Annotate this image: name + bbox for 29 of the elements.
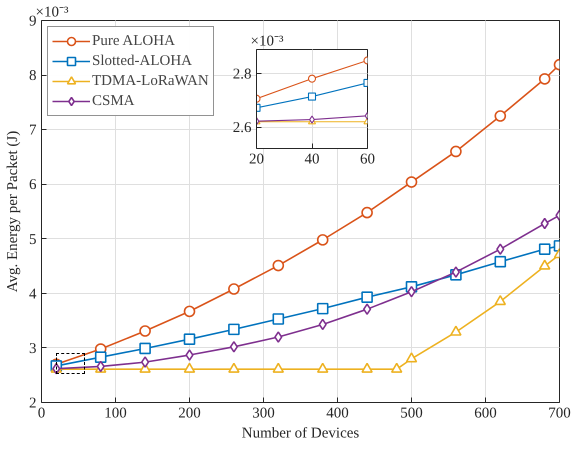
x-tick-label: 0	[38, 406, 46, 422]
x-tick-label: 40	[304, 152, 320, 168]
x-tick-label: 20	[249, 152, 264, 168]
y-tick-label: 8	[29, 68, 36, 84]
x-tick-label: 500	[400, 406, 423, 422]
x-axis-title: Number of Devices	[242, 426, 360, 442]
x-tick-label: 60	[360, 152, 375, 168]
y-tick-label: 6	[29, 177, 37, 194]
text: ×10⁻³	[36, 4, 69, 20]
y-tick-label: 3	[29, 340, 36, 357]
y-tick-label: 4	[29, 286, 37, 302]
x-tick-label: 600	[474, 406, 497, 422]
legend-label: Slotted-ALOHA	[92, 52, 192, 70]
x-tick-label: 100	[104, 406, 127, 422]
y-tick-label: 2	[29, 396, 36, 412]
x-tick-label: 400	[326, 406, 349, 422]
y-tick-label: 2.8	[232, 66, 252, 83]
x-tick-label: 700	[548, 406, 571, 422]
legend-label: Pure ALOHA	[92, 32, 175, 50]
x-tick-label: 300	[252, 406, 275, 422]
y-tick-label: 9	[29, 14, 36, 30]
annotation: ×10⁻³	[250, 34, 284, 50]
y-tick-label: 2.6	[232, 120, 252, 136]
legend-label: TDMA-LoRaWAN	[92, 72, 209, 90]
y-tick-label: 5	[29, 232, 36, 248]
y-axis-title: Avg. Energy per Packet (J)	[5, 130, 21, 292]
x-tick-label: 200	[178, 406, 201, 422]
legend-label: CSMA	[92, 92, 135, 110]
y-tick-label: 7	[29, 122, 37, 139]
